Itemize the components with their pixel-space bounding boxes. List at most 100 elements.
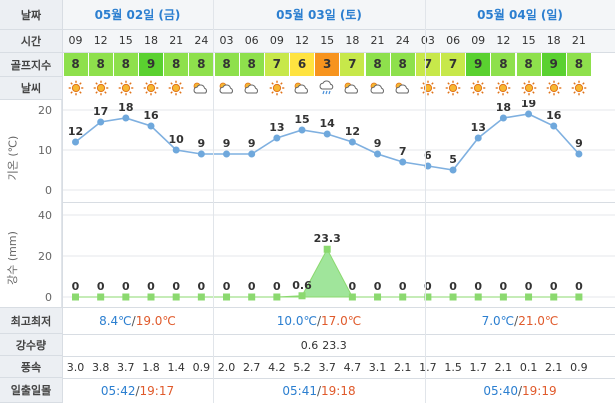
day-1: 05월 02일 (금) — [94, 8, 181, 22]
min-temp: 7.0℃ — [481, 314, 515, 328]
golf-index-cell: 8 — [390, 53, 415, 76]
wind-cell: 2.1 — [393, 361, 412, 374]
date-label: 날짜 — [0, 0, 62, 30]
sun-icon — [164, 77, 189, 99]
cloud-icon — [390, 77, 415, 99]
minmax-day-1: 8.4℃/19.0℃ — [99, 314, 176, 328]
temp-data-label: 13 — [471, 121, 486, 134]
temp-point — [298, 126, 306, 134]
temp-point — [323, 130, 331, 138]
hour-cell: 12 — [496, 34, 511, 47]
rain-data-label: 0 — [374, 280, 382, 293]
temp-data-label: 9 — [374, 137, 382, 150]
wind-cell: 3.7 — [117, 361, 135, 374]
temp-axis-title: 기온 (℃) — [6, 135, 19, 181]
wind-cell: 2.7 — [242, 361, 261, 374]
minmax-day-3: 7.0℃/21.0℃ — [481, 314, 559, 328]
rain-point — [424, 293, 432, 301]
rain-data-label: 0 — [223, 280, 231, 293]
golf-index-cell: 7 — [415, 53, 440, 76]
sun-icon — [88, 77, 113, 99]
sunset-time: 19:17 — [139, 384, 175, 398]
golf-index-cell: 8 — [566, 53, 591, 76]
min-temp: 10.0℃ — [276, 314, 317, 328]
golf-index-cell: 9 — [466, 53, 491, 76]
wind-cell: 1.8 — [142, 361, 160, 374]
temp-data-label: 13 — [269, 121, 284, 134]
temp-y-tick: 0 — [45, 184, 52, 197]
temp-data-label: 6 — [424, 149, 432, 162]
temp-data-label: 15 — [294, 113, 309, 126]
date-row — [62, 0, 615, 30]
hour-cell: 15 — [320, 34, 335, 47]
golf-index-cell: 3 — [315, 53, 340, 76]
wind-cell: 3.1 — [368, 361, 387, 374]
wind-cell: 2.0 — [217, 361, 236, 374]
temp-point — [197, 150, 205, 158]
temp-point — [474, 134, 482, 142]
hour-cell: 03 — [420, 34, 435, 47]
rain-point — [147, 293, 155, 301]
temp-point — [399, 158, 407, 166]
wind-cell: 1.5 — [444, 361, 462, 374]
golf-index-cell: 7 — [264, 53, 289, 76]
sun-icon — [264, 77, 289, 99]
max-temp: 21.0℃ — [518, 314, 559, 328]
golf-index-cell: 8 — [164, 53, 189, 76]
max-temp: 17.0℃ — [321, 314, 362, 328]
temp-point — [449, 166, 457, 174]
temp-data-label: 18 — [496, 101, 511, 114]
hour-cell: 18 — [144, 34, 158, 47]
temp-data-label: 12 — [345, 125, 360, 138]
golf-index-cell: 8 — [516, 53, 541, 76]
sun-icon — [491, 77, 516, 99]
sun-day-2: 05:41/19:18 — [282, 384, 356, 398]
hour-cell: 18 — [546, 34, 561, 47]
sunrise-time: 05:40 — [483, 384, 518, 398]
temp-point — [575, 150, 583, 158]
wind-cell: 3.0 — [66, 361, 85, 374]
hour-cell: 21 — [370, 34, 385, 47]
hour-cell: 24 — [194, 34, 209, 47]
rain-data-label: 0 — [550, 280, 558, 293]
rain-y-tick: 20 — [38, 250, 52, 263]
sunset-time: 19:18 — [321, 384, 356, 398]
temp-y-tick: 20 — [38, 104, 52, 117]
sun-icon — [113, 77, 138, 99]
temp-data-label: 9 — [575, 137, 583, 150]
sun-icon — [466, 77, 491, 99]
golf-index-cell: 8 — [88, 53, 113, 76]
rain-amount-12: 0.6 — [300, 339, 319, 352]
rain-axis-title: 강수 (mm) — [6, 231, 20, 285]
wind-cell: 5.2 — [293, 361, 311, 374]
golf-index-cell: 6 — [290, 53, 315, 76]
wind-cell: 1.7 — [419, 361, 437, 374]
rain-point — [399, 293, 407, 301]
rain-data-label: 0 — [525, 280, 533, 293]
sun-icon — [566, 77, 591, 99]
temp-data-label: 7 — [399, 145, 407, 158]
sun-icon — [415, 77, 440, 99]
golf-index-cell: 8 — [63, 53, 88, 76]
temp-point — [147, 122, 155, 130]
rain-point — [273, 293, 281, 301]
rain-data-label: 0 — [424, 280, 432, 293]
temperature-chart: 0 10 20 12 17 18 16 10 9 9 9 13 15 14 12 9 7 6 5 13 18 19 16 9 — [38, 100, 615, 197]
wind-cell: 1.7 — [469, 361, 487, 374]
rain-point — [248, 293, 256, 301]
rain-axis-area — [0, 202, 62, 307]
rain-point — [499, 293, 507, 301]
rain-point — [197, 293, 205, 301]
wind-cell: 2.1 — [494, 361, 513, 374]
rain-data-label: 0 — [449, 280, 457, 293]
temp-data-label: 16 — [143, 109, 159, 122]
rain-point — [172, 293, 180, 301]
rain-data-label: 0 — [349, 280, 357, 293]
rain-point — [348, 293, 356, 301]
wind-cell: 2.1 — [544, 361, 563, 374]
rain-amount-15: 23.3 — [322, 339, 347, 352]
wind-cell: 3.7 — [318, 361, 336, 374]
hour-cell: 09 — [68, 34, 83, 47]
sunset-time: 19:19 — [522, 384, 557, 398]
rain-data-label: 0 — [97, 280, 105, 293]
